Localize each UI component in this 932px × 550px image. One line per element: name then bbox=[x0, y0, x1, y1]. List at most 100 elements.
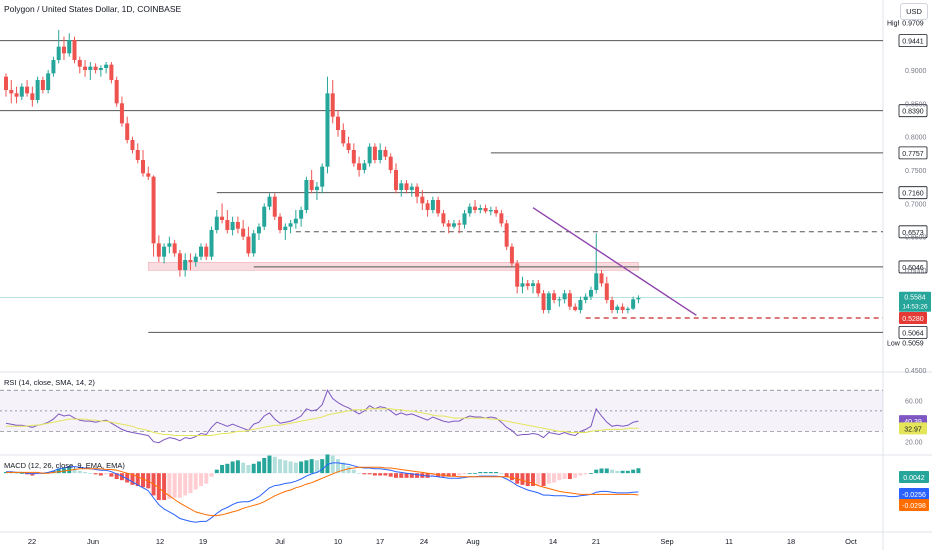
candle-body[interactable] bbox=[425, 203, 430, 210]
macd-histogram-bar[interactable] bbox=[56, 468, 61, 474]
candle-body[interactable] bbox=[383, 150, 388, 157]
candle-body[interactable] bbox=[230, 222, 235, 230]
macd-histogram-bar[interactable] bbox=[314, 460, 319, 474]
candle-body[interactable] bbox=[119, 103, 124, 124]
macd-histogram-bar[interactable] bbox=[193, 473, 198, 490]
candle-body[interactable] bbox=[567, 293, 572, 307]
macd-histogram-bar[interactable] bbox=[620, 470, 625, 474]
macd-histogram-bar[interactable] bbox=[130, 473, 135, 485]
candle-body[interactable] bbox=[578, 300, 583, 310]
candle-body[interactable] bbox=[256, 226, 261, 234]
macd-histogram-bar[interactable] bbox=[383, 473, 388, 476]
candle-body[interactable] bbox=[204, 246, 209, 257]
candle-body[interactable] bbox=[451, 223, 456, 227]
candle-body[interactable] bbox=[393, 170, 398, 190]
candle-body[interactable] bbox=[278, 216, 283, 230]
candle-body[interactable] bbox=[478, 208, 483, 210]
candle-body[interactable] bbox=[35, 80, 40, 100]
candle-body[interactable] bbox=[246, 236, 251, 254]
macd-histogram-bar[interactable] bbox=[388, 473, 393, 477]
candle-body[interactable] bbox=[109, 64, 114, 80]
candle-body[interactable] bbox=[362, 163, 367, 170]
candle-body[interactable] bbox=[625, 308, 630, 310]
macd-histogram-bar[interactable] bbox=[393, 473, 398, 478]
candle-body[interactable] bbox=[388, 156, 393, 170]
macd-histogram-bar[interactable] bbox=[114, 473, 119, 480]
macd-histogram-bar[interactable] bbox=[367, 473, 372, 475]
candle-body[interactable] bbox=[198, 246, 203, 257]
candle-body[interactable] bbox=[436, 200, 441, 214]
macd-histogram-bar[interactable] bbox=[525, 473, 530, 487]
macd-histogram-bar[interactable] bbox=[567, 473, 572, 480]
candle-body[interactable] bbox=[125, 123, 130, 140]
candle-body[interactable] bbox=[420, 196, 425, 204]
macd-histogram-bar[interactable] bbox=[267, 455, 272, 474]
macd-histogram-bar[interactable] bbox=[125, 473, 130, 483]
candle-body[interactable] bbox=[225, 220, 230, 230]
candle-body[interactable] bbox=[241, 228, 246, 237]
macd-histogram-bar[interactable] bbox=[562, 473, 567, 480]
macd-histogram-bar[interactable] bbox=[278, 459, 283, 474]
candle-body[interactable] bbox=[462, 213, 467, 225]
candle-body[interactable] bbox=[235, 222, 240, 229]
candle-body[interactable] bbox=[351, 150, 356, 164]
candle-body[interactable] bbox=[288, 223, 293, 227]
candle-body[interactable] bbox=[304, 180, 309, 210]
macd-histogram-bar[interactable] bbox=[256, 461, 261, 474]
macd-histogram-bar[interactable] bbox=[230, 461, 235, 474]
macd-histogram-bar[interactable] bbox=[299, 461, 304, 474]
macd-histogram-bar[interactable] bbox=[141, 473, 146, 488]
macd-histogram-bar[interactable] bbox=[610, 469, 615, 474]
candle-body[interactable] bbox=[114, 80, 119, 104]
macd-histogram-bar[interactable] bbox=[330, 455, 335, 474]
candle-body[interactable] bbox=[156, 243, 161, 257]
candle-body[interactable] bbox=[72, 40, 77, 60]
candle-body[interactable] bbox=[346, 143, 351, 150]
macd-histogram-bar[interactable] bbox=[156, 473, 161, 501]
candle-body[interactable] bbox=[40, 80, 45, 90]
macd-histogram-bar[interactable] bbox=[341, 462, 346, 474]
candle-body[interactable] bbox=[30, 93, 35, 100]
candle-body[interactable] bbox=[520, 283, 525, 287]
candle-body[interactable] bbox=[399, 183, 404, 190]
macd-histogram-bar[interactable] bbox=[615, 470, 620, 474]
price-axis[interactable]: 0.9441 0.8390 0.7757 0.7160 0.6573 0.6046 0.50… bbox=[887, 16, 931, 511]
macd-histogram-bar[interactable] bbox=[504, 473, 509, 477]
macd-histogram-bar[interactable] bbox=[499, 473, 504, 474]
macd-histogram-bar[interactable] bbox=[636, 468, 641, 474]
candle-body[interactable] bbox=[473, 206, 478, 210]
candle-body[interactable] bbox=[283, 226, 288, 230]
macd-histogram-bar[interactable] bbox=[188, 473, 193, 494]
macd-histogram-bar[interactable] bbox=[583, 473, 588, 475]
candle-body[interactable] bbox=[209, 230, 214, 257]
macd-histogram-bar[interactable] bbox=[225, 463, 230, 474]
candle-body[interactable] bbox=[104, 64, 109, 68]
macd-histogram-bar[interactable] bbox=[541, 473, 546, 487]
macd-histogram-bar[interactable] bbox=[357, 473, 362, 474]
candle-body[interactable] bbox=[188, 260, 193, 262]
macd-histogram-bar[interactable] bbox=[272, 456, 277, 474]
macd-histogram-bar[interactable] bbox=[451, 473, 456, 477]
candle-body[interactable] bbox=[336, 116, 341, 130]
macd-histogram-bar[interactable] bbox=[488, 471, 493, 474]
macd-histogram-bar[interactable] bbox=[594, 469, 599, 474]
macd-histogram-bar[interactable] bbox=[209, 473, 214, 477]
candle-body[interactable] bbox=[167, 243, 172, 247]
macd-histogram-bar[interactable] bbox=[162, 473, 167, 501]
candle-body[interactable] bbox=[620, 306, 625, 310]
macd-histogram-bar[interactable] bbox=[378, 473, 383, 476]
candle-body[interactable] bbox=[98, 68, 103, 70]
candle-body[interactable] bbox=[130, 140, 135, 150]
candle-body[interactable] bbox=[378, 150, 383, 160]
candle-body[interactable] bbox=[46, 73, 51, 90]
macd-histogram-bar[interactable] bbox=[288, 461, 293, 474]
candle-body[interactable] bbox=[372, 146, 377, 160]
candle-body[interactable] bbox=[262, 206, 267, 227]
candle-body[interactable] bbox=[251, 233, 256, 254]
macd-histogram-bar[interactable] bbox=[93, 473, 98, 475]
macd-histogram-bar[interactable] bbox=[304, 460, 309, 474]
candle-body[interactable] bbox=[594, 273, 599, 290]
macd-histogram-bar[interactable] bbox=[109, 473, 114, 477]
macd-histogram-bar[interactable] bbox=[77, 470, 82, 474]
candle-body[interactable] bbox=[494, 210, 499, 214]
